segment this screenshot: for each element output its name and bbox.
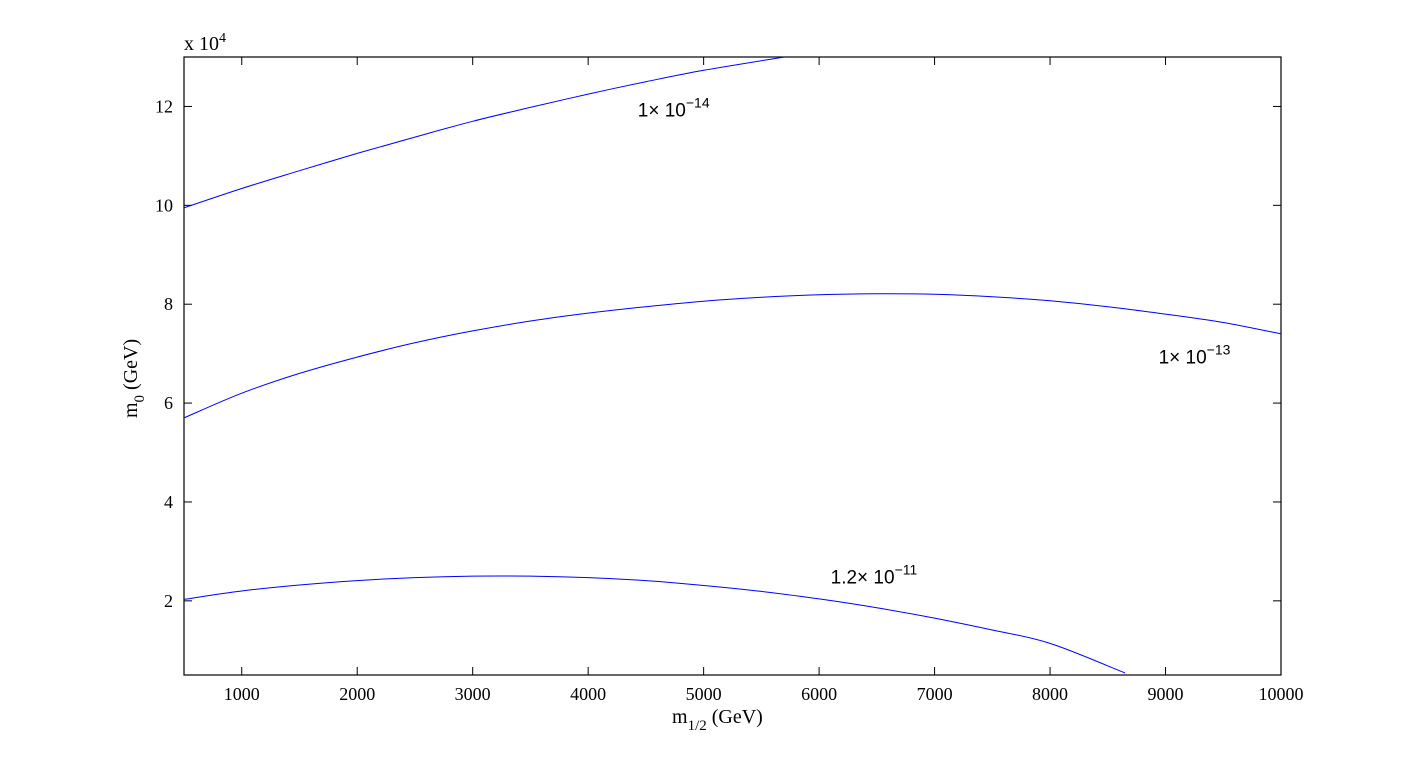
contour-line-2 — [183, 293, 1282, 419]
y-tick-label: 4 — [164, 492, 173, 512]
y-axis-label-main: m — [120, 402, 142, 418]
y-axis-label-sub: 0 — [132, 395, 148, 403]
x-tick-label: 6000 — [801, 684, 837, 704]
x-tick-label: 7000 — [917, 684, 953, 704]
x-tick-label: 3000 — [455, 684, 491, 704]
contour-label-1: 1× 10−14 — [638, 94, 710, 121]
contour-line-1 — [183, 56, 785, 209]
x-axis-label: m1/2 (GeV) — [672, 706, 763, 734]
x-tick-label: 8000 — [1032, 684, 1068, 704]
y-axis-label: m0 (GeV) — [120, 339, 148, 418]
x-tick-label: 9000 — [1148, 684, 1184, 704]
x-axis-label-unit: (GeV) — [707, 706, 763, 728]
x-axis-label-sub: 1/2 — [688, 718, 707, 734]
x-tick-label: 5000 — [686, 684, 722, 704]
x-axis-ticks: 1000 2000 3000 4000 5000 6000 7000 8000 9000 1000… — [224, 57, 1304, 704]
contour-label-3: 1.2× 10−11 — [831, 562, 918, 589]
contour-curves — [183, 56, 1282, 674]
y-tick-label: 6 — [164, 393, 173, 413]
y-scale-prefix: x 10 — [184, 33, 219, 55]
contour-label-exponent: −13 — [1207, 342, 1231, 358]
plot-area — [183, 56, 1282, 676]
y-axis-ticks: 2 4 6 8 10 12 — [155, 96, 1281, 611]
y-tick-label: 2 — [164, 591, 173, 611]
y-scale-label: x 104 — [184, 31, 226, 55]
contour-label-base: 1× 10 — [1159, 348, 1207, 369]
x-tick-label: 1000 — [224, 684, 260, 704]
x-axis-label-main: m — [672, 706, 688, 728]
x-tick-label: 10000 — [1259, 684, 1304, 704]
y-scale-exponent: 4 — [219, 31, 226, 46]
contour-label-base: 1.2× 10 — [831, 568, 895, 589]
contour-label-exponent: −14 — [686, 94, 710, 110]
curve-annotations: 1× 10−141× 10−131.2× 10−11 — [638, 94, 1231, 588]
contour-label-exponent: −11 — [895, 562, 918, 578]
y-tick-label: 12 — [155, 96, 173, 116]
y-tick-label: 8 — [164, 294, 173, 314]
contour-label-base: 1× 10 — [638, 100, 686, 121]
contour-line-3 — [183, 575, 1126, 674]
contour-label-2: 1× 10−13 — [1159, 342, 1231, 369]
x-tick-label: 2000 — [339, 684, 375, 704]
x-tick-label: 4000 — [570, 684, 606, 704]
y-tick-label: 10 — [155, 195, 173, 215]
y-axis-label-unit: (GeV) — [120, 339, 142, 395]
